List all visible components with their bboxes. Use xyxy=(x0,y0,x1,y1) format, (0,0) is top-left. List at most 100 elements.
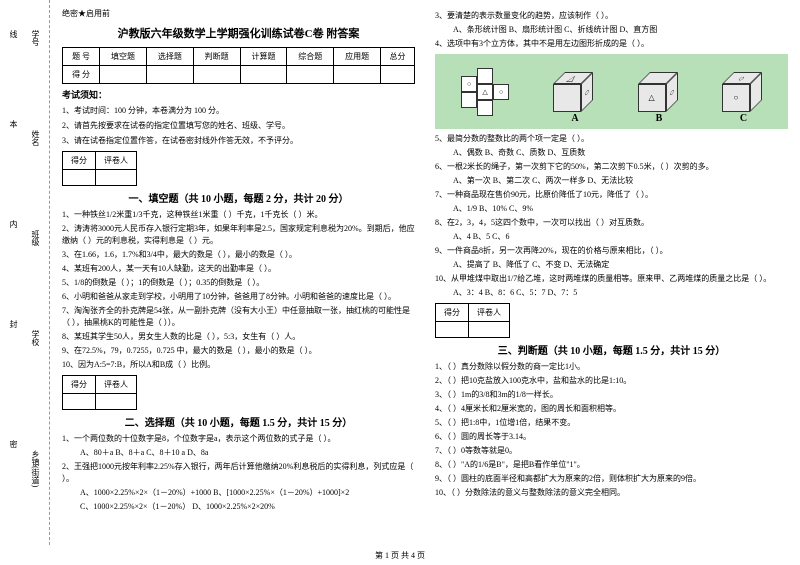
question: 4、选项中有3个立方体，其中不是用左边图形折成的是（ ）。 xyxy=(435,38,788,50)
binding-mark: 内 xyxy=(8,220,19,228)
table-row: 题 号 填空题 选择题 判断题 计算题 综合题 应用题 总分 xyxy=(63,48,415,66)
question: 5、1/8的倒数是（ ）；1的倒数是（ ）；0.35的倒数是（ ）。 xyxy=(62,277,415,289)
notice-heading: 考试须知： xyxy=(62,88,415,101)
question: 3、要清楚的表示数量变化的趋势，应该制作（ ）。 xyxy=(435,10,788,22)
question: 7、淘淘张齐全的扑克牌是54张，从一副扑克牌（没有大小王）中任意抽取一张，抽红桃… xyxy=(62,305,415,329)
binding-mark: 本 xyxy=(8,120,19,128)
question: 9、在72.5%，79，0.7255，0.725 中，最大的数是（ ），最小的数… xyxy=(62,345,415,357)
td xyxy=(100,66,147,84)
td xyxy=(469,322,510,338)
cube-face: ○ xyxy=(722,84,750,112)
net-square: ○ xyxy=(461,76,477,92)
td: 评卷人 xyxy=(96,152,137,170)
th: 综合题 xyxy=(287,48,334,66)
td xyxy=(96,170,137,186)
binding-label: 班级 xyxy=(30,230,41,246)
question: 2、涛涛将3000元人民币存入银行定期3年，如果年利率是2.5，国家规定利息税为… xyxy=(62,223,415,247)
table-row: 得 分 xyxy=(63,66,415,84)
page-footer: 第 1 页 共 4 页 xyxy=(0,550,800,561)
options: A、1/9 B、10% C、9% xyxy=(453,203,788,215)
td: 评卷人 xyxy=(96,376,137,394)
right-column: 3、要清楚的表示数量变化的趋势，应该制作（ ）。 A、条形统计图 B、扇形统计图… xyxy=(435,8,788,537)
cube-net: ○ △ ○ xyxy=(461,68,509,116)
question: 8、（ ）"A的1/6是B"，是把B看作单位"1"。 xyxy=(435,459,788,471)
cube-c: ○ ○ C xyxy=(722,72,762,112)
options: A、3：4 B、8：6 C、5：7 D、7：5 xyxy=(453,287,788,299)
content: 绝密★启用前 沪教版六年级数学上学期强化训练试卷C卷 附答案 题 号 填空题 选… xyxy=(50,0,800,545)
th: 计算题 xyxy=(240,48,287,66)
td: 得 分 xyxy=(63,66,100,84)
question: 4、（ ）4厘米长和2厘米宽的，图的周长和面积相等。 xyxy=(435,403,788,415)
td: 得分 xyxy=(63,376,96,394)
options: A、80＋a B、8＋a C、8＋10 a D、8a xyxy=(80,447,415,459)
th: 填空题 xyxy=(100,48,147,66)
question: 1、一种铁丝1/2米重1/3千克，这种铁丝1米重（ ）千克，1千克长（ ）米。 xyxy=(62,209,415,221)
notice-item: 1、考试时间：100 分钟，本卷满分为 100 分。 xyxy=(62,105,415,118)
td xyxy=(436,322,469,338)
td: 评卷人 xyxy=(469,304,510,322)
binding-label: 乡镇(街道) xyxy=(30,450,41,487)
cube-label: A xyxy=(571,113,578,124)
section-title: 一、填空题（共 10 小题，每题 2 分，共计 20 分） xyxy=(62,190,415,205)
page: 学号 姓名 班级 学校 乡镇(街道) 线 本 内 封 密 绝密★启用前 沪教版六… xyxy=(0,0,800,545)
td xyxy=(193,66,240,84)
th: 判断题 xyxy=(193,48,240,66)
options: A、4 B、5 C、6 xyxy=(453,231,788,243)
binding-mark: 线 xyxy=(8,30,19,38)
question: 3、（ ）1m的3/8和3m的1/8一样长。 xyxy=(435,389,788,401)
question: 5、（ ）把1:8中，1位增1倍，结果不变。 xyxy=(435,417,788,429)
options: A、第一次 B、第二次 C、两次一样多 D、无法比较 xyxy=(453,175,788,187)
td xyxy=(287,66,334,84)
td xyxy=(240,66,287,84)
options: A、提高了 B、降低了 C、不变 D、无法确定 xyxy=(453,259,788,271)
td: 得分 xyxy=(63,152,96,170)
question: 6、小明和爸爸从家走到学校，小明用了10分钟，爸爸用了8分钟。小明和爸爸的速度比… xyxy=(62,291,415,303)
cube-a: △ ○ A xyxy=(553,72,593,112)
net-square: △ xyxy=(477,84,493,100)
section-title: 二、选择题（共 10 小题，每题 1.5 分，共计 15 分） xyxy=(62,414,415,429)
question: 8、某班其学生50人，男女生人数的比是（ ），5:3，女生有（ ）人。 xyxy=(62,331,415,343)
marker-table: 得分评卷人 xyxy=(62,375,137,410)
question: 6、一根2米长的绳子，第一次剪下它的50%，第二次剪下0.5米，（ ）次剪的多。 xyxy=(435,161,788,173)
options: A、1000×2.25%×2×（1－20%）+1000 B、[1000×2.25… xyxy=(80,487,415,499)
left-column: 绝密★启用前 沪教版六年级数学上学期强化训练试卷C卷 附答案 题 号 填空题 选… xyxy=(62,8,415,537)
question: 9、（ ）圆柱的底面半径和高都扩大为原来的2倍，则体积扩大为原来的9倍。 xyxy=(435,473,788,485)
binding-margin: 学号 姓名 班级 学校 乡镇(街道) 线 本 内 封 密 xyxy=(0,0,50,545)
th: 总分 xyxy=(381,48,415,66)
cube-b: △ ○ B xyxy=(638,72,678,112)
td xyxy=(146,66,193,84)
question: 1、（ ）真分数除以假分数的商一定比1小。 xyxy=(435,361,788,373)
question: 2、（ ）把10克盐放入100克水中，盐和盐水的比是1:10。 xyxy=(435,375,788,387)
secret-label: 绝密★启用前 xyxy=(62,8,415,19)
question: 10、从甲堆煤中取出1/7给乙堆，这时两堆煤的质量相等。原来甲、乙两堆煤的质量之… xyxy=(435,273,788,285)
question: 10、（ ）分数除法的意义与整数除法的意义完全相同。 xyxy=(435,487,788,499)
question: 3、在1.66，1.6，1.7%和3/4中，最大的数是（ ），最小的数是（ ）。 xyxy=(62,249,415,261)
question: 7、一种商品现在售价90元，比原价降低了10元，降低了（ ）。 xyxy=(435,189,788,201)
question: 4、某班有200人，某一天有10人缺勤，这天的出勤率是（ ）。 xyxy=(62,263,415,275)
marker-table: 得分评卷人 xyxy=(435,303,510,338)
section-title: 三、判断题（共 10 小题，每题 1.5 分，共计 15 分） xyxy=(435,342,788,357)
td xyxy=(334,66,381,84)
net-square xyxy=(477,100,493,116)
question: 10、因为A:5=7:B，所以A和B成（ ）比例。 xyxy=(62,359,415,371)
score-table: 题 号 填空题 选择题 判断题 计算题 综合题 应用题 总分 得 分 xyxy=(62,47,415,84)
dice-figure: ○ △ ○ △ ○ A △ ○ B ○ ○ xyxy=(435,54,788,129)
notice-item: 2、请首先按要求在试卷的指定位置填写您的姓名、班级、学号。 xyxy=(62,120,415,133)
question: 5、最简分数的整数比的两个项一定是（ ）。 xyxy=(435,133,788,145)
options: A、偶数 B、奇数 C、质数 D、互质数 xyxy=(453,147,788,159)
binding-label: 学校 xyxy=(30,330,41,346)
th: 题 号 xyxy=(63,48,100,66)
td: 得分 xyxy=(436,304,469,322)
exam-title: 沪教版六年级数学上学期强化训练试卷C卷 附答案 xyxy=(62,25,415,41)
th: 选择题 xyxy=(146,48,193,66)
cube-face xyxy=(553,84,581,112)
cube-label: C xyxy=(740,113,747,124)
binding-label: 学号 xyxy=(30,30,41,46)
net-square: ○ xyxy=(493,84,509,100)
cube-face: △ xyxy=(638,84,666,112)
td xyxy=(381,66,415,84)
th: 应用题 xyxy=(334,48,381,66)
net-square xyxy=(461,92,477,108)
cube-label: B xyxy=(656,113,663,124)
question: 2、王强把1000元按年利率2.25%存入银行，两年后计算他缴纳20%利息税后的… xyxy=(62,461,415,485)
